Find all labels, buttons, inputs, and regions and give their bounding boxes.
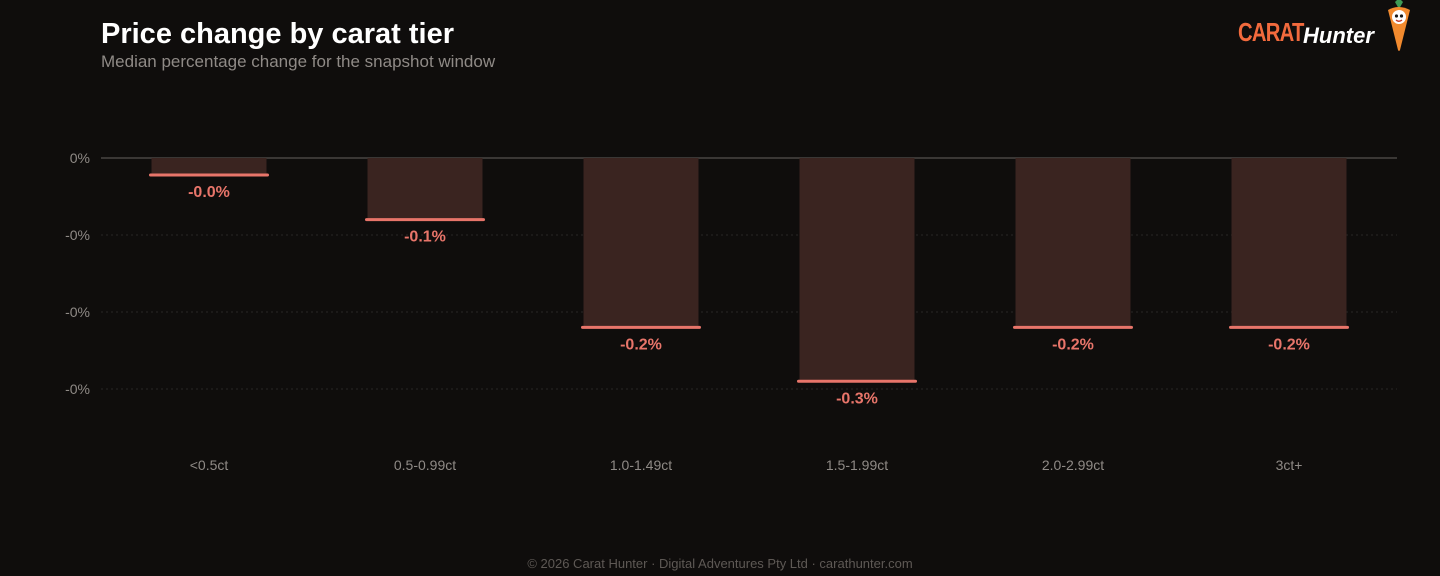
x-tick-label: 0.5-0.99ct (394, 457, 456, 473)
bar[interactable] (799, 158, 915, 382)
x-tick-label: 1.0-1.49ct (610, 457, 672, 473)
bar-value-label: -0.2% (1052, 336, 1094, 353)
y-tick-label: 0% (70, 150, 90, 166)
carat-hunter-logo[interactable]: CARAT Hunter (1238, 0, 1418, 56)
bar-value-label: -0.0% (188, 184, 230, 201)
x-tick-label: 2.0-2.99ct (1042, 457, 1104, 473)
x-tick-label: <0.5ct (190, 457, 229, 473)
bar-value-label: -0.3% (836, 390, 878, 407)
bar[interactable] (1015, 158, 1131, 328)
bar-chart: 0% -0% -0% -0% -0.0% <0.5ct -0.1% 0.5-0.99ct -0.… (65, 150, 1397, 473)
bar[interactable] (367, 158, 483, 220)
y-tick-label: -0% (65, 381, 90, 397)
logo-word-hunter: Hunter (1303, 23, 1374, 48)
bar[interactable] (583, 158, 699, 328)
bar[interactable] (151, 158, 267, 175)
bar[interactable] (1231, 158, 1347, 328)
carrot-mascot-icon (1388, 0, 1410, 51)
x-tick-label: 1.5-1.99ct (826, 457, 888, 473)
x-tick-label: 3ct+ (1276, 457, 1303, 473)
bar-value-label: -0.1% (404, 229, 446, 246)
logo-word-carat: CARAT (1238, 17, 1304, 47)
chart-subtitle: Median percentage change for the snapsho… (101, 52, 496, 71)
chart-title: Price change by carat tier (101, 18, 454, 50)
footer-copyright: © 2026 Carat Hunter · Digital Adventures… (527, 556, 913, 571)
bar-value-label: -0.2% (1268, 336, 1310, 353)
y-tick-label: -0% (65, 227, 90, 243)
bar-value-label: -0.2% (620, 336, 662, 353)
y-tick-label: -0% (65, 304, 90, 320)
